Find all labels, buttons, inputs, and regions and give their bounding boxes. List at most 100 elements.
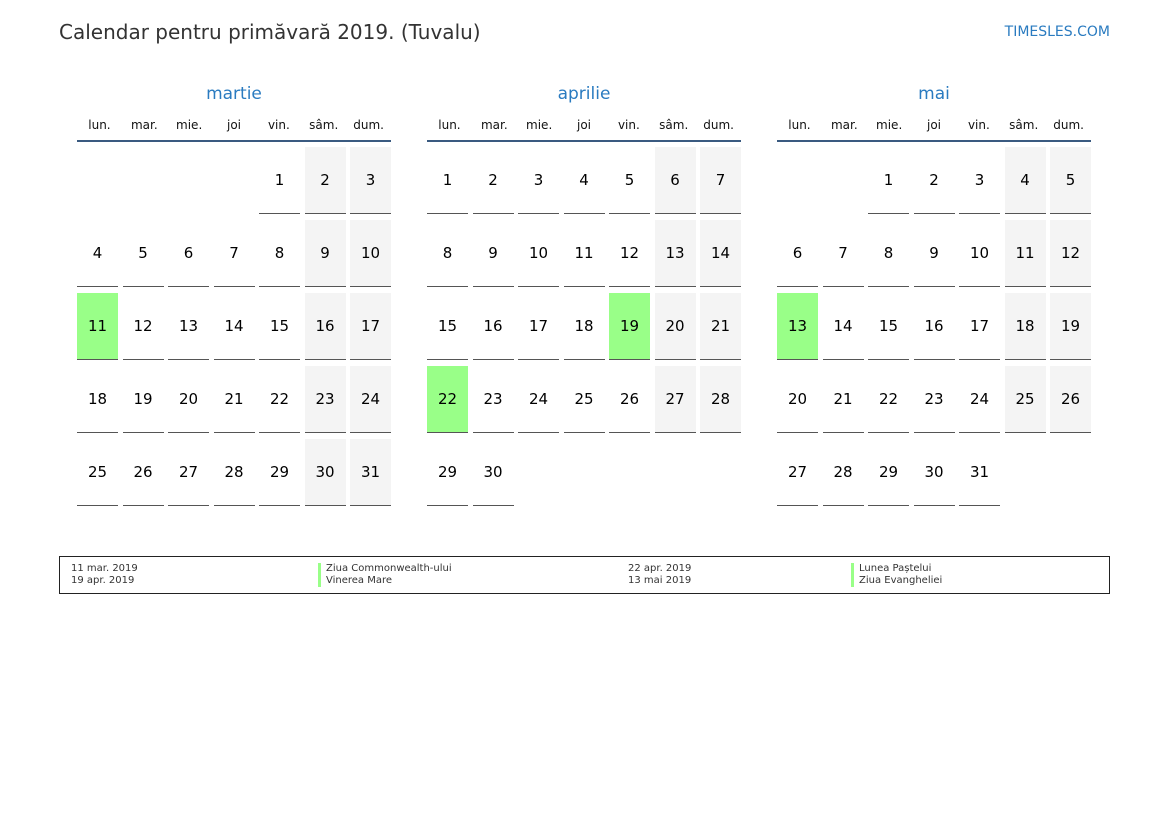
day-cell[interactable]: 20 (168, 366, 209, 433)
day-cell[interactable]: 27 (654, 366, 696, 433)
day-cell[interactable]: 5 (1050, 147, 1091, 214)
day-cell[interactable]: 29 (868, 439, 909, 506)
day-cell[interactable]: 26 (609, 366, 650, 433)
day-cell[interactable]: 17 (959, 293, 1000, 360)
day-cell[interactable]: 4 (1004, 147, 1046, 214)
day-cell[interactable]: 24 (350, 366, 391, 433)
day-cell[interactable]: 22 (868, 366, 909, 433)
day-cell[interactable]: 10 (959, 220, 1000, 287)
day-cell[interactable]: 23 (472, 366, 514, 433)
brand-link[interactable]: TIMESLES.COM (1004, 24, 1110, 40)
day-cell[interactable]: 11 (1004, 220, 1046, 287)
day-cell[interactable]: 13 (654, 220, 696, 287)
day-cell[interactable]: 21 (700, 293, 741, 360)
day-cell[interactable]: 3 (959, 147, 1000, 214)
day-cell[interactable]: 19 (609, 293, 650, 360)
day-cell[interactable]: 30 (472, 439, 514, 506)
day-cell[interactable]: 19 (122, 366, 164, 433)
weekday-label: vin. (967, 118, 990, 132)
day-cell[interactable]: 8 (259, 220, 300, 287)
day-cell[interactable]: 18 (563, 293, 605, 360)
day-cell[interactable]: 3 (518, 147, 559, 214)
day-cell[interactable]: 31 (350, 439, 391, 506)
day-cell[interactable]: 12 (609, 220, 650, 287)
day-cell[interactable]: 7 (700, 147, 741, 214)
weekday-label: lun. (88, 118, 111, 132)
day-cell[interactable]: 29 (427, 439, 468, 506)
day-cell[interactable]: 30 (304, 439, 346, 506)
day-cell[interactable]: 9 (472, 220, 514, 287)
day-cell[interactable]: 16 (472, 293, 514, 360)
day-cell[interactable]: 20 (777, 366, 818, 433)
day-cell[interactable]: 18 (77, 366, 118, 433)
day-cell[interactable]: 27 (777, 439, 818, 506)
day-cell[interactable]: 2 (913, 147, 955, 214)
day-cell[interactable]: 22 (259, 366, 300, 433)
day-cell[interactable]: 4 (77, 220, 118, 287)
day-cell[interactable]: 17 (350, 293, 391, 360)
day-cell[interactable]: 23 (304, 366, 346, 433)
day-cell[interactable]: 25 (77, 439, 118, 506)
day-cell[interactable]: 24 (959, 366, 1000, 433)
day-cell[interactable]: 23 (913, 366, 955, 433)
day-cell[interactable]: 18 (1004, 293, 1046, 360)
day-cell[interactable]: 11 (77, 293, 118, 360)
day-cell[interactable]: 11 (563, 220, 605, 287)
weekday-label: mie. (526, 118, 553, 132)
day-cell[interactable]: 1 (868, 147, 909, 214)
day-cell[interactable]: 14 (213, 293, 255, 360)
day-cell[interactable]: 15 (868, 293, 909, 360)
day-cell[interactable]: 2 (304, 147, 346, 214)
legend-holiday: Lunea Paștelui (851, 563, 942, 575)
day-cell[interactable]: 31 (959, 439, 1000, 506)
day-cell[interactable]: 30 (913, 439, 955, 506)
day-cell[interactable]: 15 (259, 293, 300, 360)
day-cell[interactable]: 6 (168, 220, 209, 287)
day-cell[interactable]: 20 (654, 293, 696, 360)
day-cell[interactable]: 5 (609, 147, 650, 214)
legend-date: 19 apr. 2019 (71, 575, 135, 586)
day-cell[interactable]: 8 (868, 220, 909, 287)
day-cell[interactable]: 28 (213, 439, 255, 506)
day-cell[interactable]: 5 (122, 220, 164, 287)
day-cell[interactable]: 26 (1050, 366, 1091, 433)
weekday-label: mar. (830, 118, 858, 132)
day-cell[interactable]: 7 (213, 220, 255, 287)
day-cell[interactable]: 21 (213, 366, 255, 433)
day-cell[interactable]: 27 (168, 439, 209, 506)
day-cell[interactable]: 17 (518, 293, 559, 360)
day-cell[interactable]: 16 (304, 293, 346, 360)
day-cell[interactable]: 28 (700, 366, 741, 433)
day-cell[interactable]: 21 (822, 366, 864, 433)
day-cell[interactable]: 24 (518, 366, 559, 433)
weekday-label: lun. (438, 118, 461, 132)
day-cell[interactable]: 2 (472, 147, 514, 214)
day-cell[interactable]: 19 (1050, 293, 1091, 360)
day-cell[interactable]: 12 (122, 293, 164, 360)
day-cell[interactable]: 15 (427, 293, 468, 360)
day-cell[interactable]: 7 (822, 220, 864, 287)
day-cell[interactable]: 4 (563, 147, 605, 214)
day-cell[interactable]: 10 (518, 220, 559, 287)
day-cell[interactable]: 13 (168, 293, 209, 360)
day-cell[interactable]: 13 (777, 293, 818, 360)
day-cell[interactable]: 1 (427, 147, 468, 214)
day-cell[interactable]: 25 (563, 366, 605, 433)
day-cell[interactable]: 25 (1004, 366, 1046, 433)
day-cell[interactable]: 12 (1050, 220, 1091, 287)
day-cell[interactable]: 14 (822, 293, 864, 360)
day-cell[interactable]: 14 (700, 220, 741, 287)
day-cell[interactable]: 16 (913, 293, 955, 360)
day-cell[interactable]: 29 (259, 439, 300, 506)
day-cell[interactable]: 6 (654, 147, 696, 214)
day-cell[interactable]: 26 (122, 439, 164, 506)
day-cell[interactable]: 6 (777, 220, 818, 287)
day-cell[interactable]: 3 (350, 147, 391, 214)
day-cell[interactable]: 9 (304, 220, 346, 287)
day-cell[interactable]: 28 (822, 439, 864, 506)
day-cell[interactable]: 9 (913, 220, 955, 287)
day-cell[interactable]: 22 (427, 366, 468, 433)
day-cell[interactable]: 8 (427, 220, 468, 287)
day-cell[interactable]: 1 (259, 147, 300, 214)
day-cell[interactable]: 10 (350, 220, 391, 287)
